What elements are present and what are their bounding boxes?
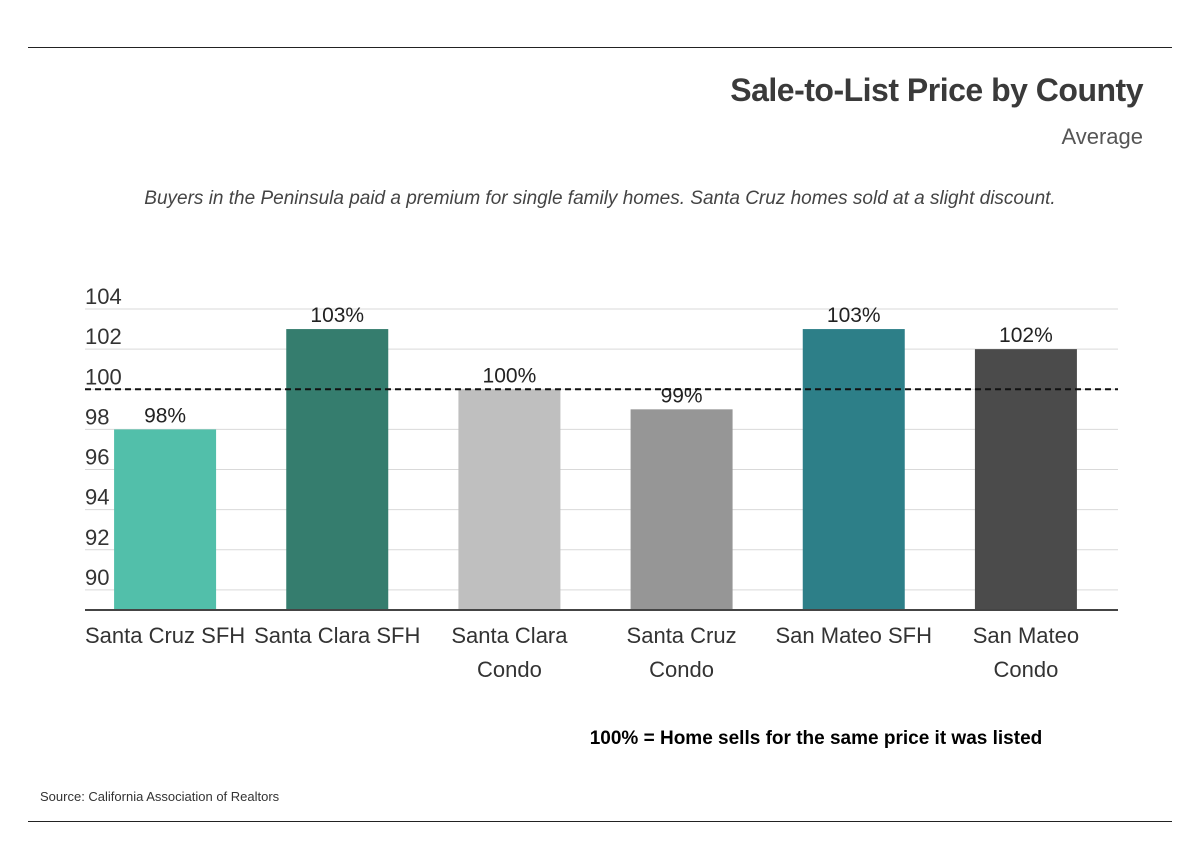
data-label: 99% xyxy=(661,384,703,407)
y-tick-label: 102 xyxy=(85,324,122,349)
chart-subtitle: Average xyxy=(1061,124,1143,149)
x-tick-label: San Mateo SFH xyxy=(775,623,932,648)
chart-description: Buyers in the Peninsula paid a premium f… xyxy=(144,188,1056,209)
x-tick-label: Condo xyxy=(477,657,542,682)
chart-title: Sale-to-List Price by County xyxy=(730,72,1143,108)
bar xyxy=(974,349,1077,610)
bottom-rule xyxy=(28,821,1172,822)
y-tick-label: 96 xyxy=(85,445,109,470)
x-tick-label: San Mateo xyxy=(973,623,1079,648)
y-tick-label: 98 xyxy=(85,404,109,429)
chart-footnote: 100% = Home sells for the same price it … xyxy=(589,728,1043,749)
data-label: 98% xyxy=(144,404,186,427)
x-tick-label: Santa Cruz xyxy=(627,623,737,648)
y-tick-label: 90 xyxy=(85,565,109,590)
x-tick-label: Santa Clara xyxy=(451,623,568,648)
x-tick-label: Santa Clara SFH xyxy=(254,623,420,648)
x-tick-label: Condo xyxy=(649,657,714,682)
source-note: Source: California Association of Realto… xyxy=(40,789,280,804)
x-tick-label: Condo xyxy=(993,657,1058,682)
y-tick-label: 94 xyxy=(85,485,109,510)
y-tick-label: 100 xyxy=(85,364,122,389)
bar xyxy=(802,329,905,610)
data-label: 100% xyxy=(483,364,537,387)
data-label: 103% xyxy=(827,304,881,327)
y-tick-label: 104 xyxy=(85,284,122,309)
y-tick-label: 92 xyxy=(85,525,109,550)
data-label: 103% xyxy=(310,304,364,327)
bar xyxy=(114,429,217,610)
bar xyxy=(458,389,561,610)
bar xyxy=(630,409,733,610)
top-rule xyxy=(28,47,1172,48)
bar xyxy=(286,329,389,610)
x-tick-label: Santa Cruz SFH xyxy=(85,623,245,648)
data-label: 102% xyxy=(999,324,1053,347)
